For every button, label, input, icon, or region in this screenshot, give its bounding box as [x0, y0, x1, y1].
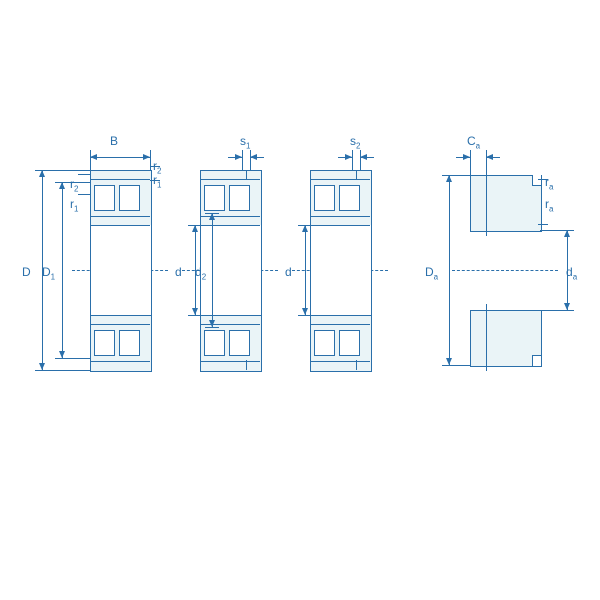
roller — [339, 330, 360, 356]
roller — [94, 330, 115, 356]
dim-label-s1: s1 — [240, 135, 250, 147]
dim-label-b: B — [110, 135, 118, 147]
dim-label-r1: r1 — [70, 198, 78, 210]
drawing-canvas: BDD1r1r2r2r1dd2s1ds2CararaDada — [0, 0, 600, 600]
dim-label-d: d — [285, 266, 292, 278]
dim-label-ra: ra — [545, 198, 553, 210]
roller — [94, 185, 115, 211]
dim-label-da: da — [566, 266, 577, 278]
dim-label-d2: d2 — [195, 266, 206, 278]
dim-label-d1: D1 — [42, 266, 55, 278]
roller — [119, 185, 140, 211]
roller — [339, 185, 360, 211]
roller — [204, 330, 225, 356]
dim-label-ra: ra — [545, 176, 553, 188]
roller — [229, 330, 250, 356]
roller — [314, 330, 335, 356]
roller — [314, 185, 335, 211]
dim-label-da: Da — [425, 266, 438, 278]
roller — [119, 330, 140, 356]
roller — [204, 185, 225, 211]
dim-label-d: d — [175, 266, 182, 278]
dim-label-ca: Ca — [467, 135, 480, 147]
roller — [229, 185, 250, 211]
dim-label-s2: s2 — [350, 135, 360, 147]
dim-label-r2: r2 — [70, 178, 78, 190]
dim-label-d: D — [22, 266, 31, 278]
